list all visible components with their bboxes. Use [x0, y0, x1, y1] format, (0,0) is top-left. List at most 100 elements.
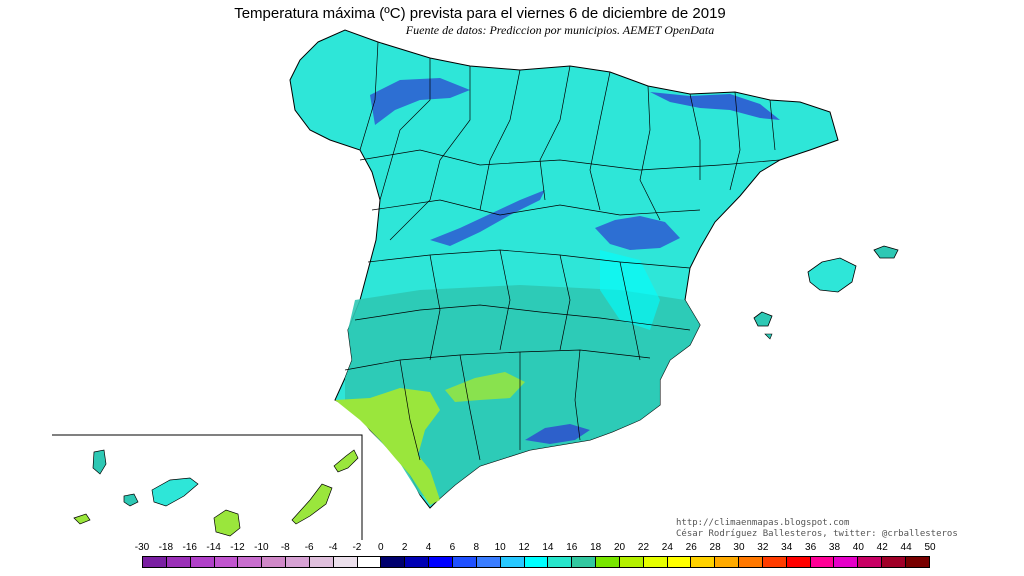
- legend-label: 44: [900, 542, 912, 553]
- legend-label: 16: [566, 542, 578, 553]
- cold-cantabrian-region: [370, 78, 470, 125]
- balearic-islands: [753, 245, 899, 340]
- province-borders: [344, 41, 781, 461]
- legend-swatch: [452, 557, 477, 567]
- legend-swatch: [214, 557, 239, 567]
- legend-label: -8: [280, 542, 290, 553]
- menorca: [873, 245, 899, 259]
- gran-canaria: [213, 509, 241, 537]
- legend-label: -18: [158, 542, 174, 553]
- legend-label: 22: [637, 542, 650, 553]
- legend-swatch: [667, 557, 692, 567]
- legend-label: 10: [494, 542, 506, 553]
- legend-label: 2: [401, 542, 408, 553]
- legend-label: 28: [709, 542, 721, 553]
- legend-swatch: [882, 557, 906, 567]
- legend-label: -2: [352, 542, 362, 553]
- legend-swatch: [906, 557, 929, 567]
- legend-label: 42: [876, 542, 888, 553]
- legend-label: -12: [230, 542, 245, 553]
- legend-swatch: [572, 557, 597, 567]
- legend-label: 8: [473, 542, 480, 553]
- lanzarote: [333, 449, 359, 473]
- cyan-east-region: [600, 250, 660, 330]
- cold-iberian-system-region: [595, 216, 680, 250]
- blog-link[interactable]: http://climaenmapas.blogspot.com: [676, 518, 850, 528]
- legend-swatch: [333, 557, 358, 567]
- legend-swatch: [858, 557, 883, 567]
- legend-label: 12: [518, 542, 530, 553]
- legend-swatch: [190, 557, 215, 567]
- legend-label: -14: [206, 542, 221, 553]
- legend-swatch: [691, 557, 716, 567]
- legend-swatch: [596, 557, 620, 567]
- legend-label: 38: [828, 542, 841, 553]
- legend-swatch: [238, 557, 263, 567]
- legend-label: 14: [542, 542, 554, 553]
- legend-label: 18: [590, 542, 602, 553]
- legend-label: -10: [254, 542, 269, 553]
- legend-label: 20: [614, 542, 626, 553]
- ibiza: [753, 311, 773, 327]
- legend-swatch: [524, 557, 549, 567]
- legend-label: 0: [378, 542, 384, 553]
- legend-swatch: [357, 557, 382, 567]
- color-legend-bar: [142, 556, 930, 568]
- legend-swatch: [715, 557, 740, 567]
- legend-label: 40: [852, 542, 864, 553]
- legend-swatch: [476, 557, 501, 567]
- legend-swatch: [166, 557, 191, 567]
- legend-label: 50: [924, 542, 936, 553]
- legend-swatch: [262, 557, 287, 567]
- el-hierro: [73, 513, 91, 525]
- legend-swatch: [381, 557, 406, 567]
- iberian-peninsula: [289, 29, 839, 509]
- fuerteventura: [291, 483, 333, 525]
- legend-swatch: [643, 557, 668, 567]
- map-title: Temperatura máxima (ºC) prevista para el…: [234, 5, 726, 22]
- warm-guadalquivir-region: [445, 372, 525, 402]
- mallorca: [807, 257, 857, 293]
- formentera: [764, 333, 773, 340]
- legend-swatch: [286, 557, 310, 567]
- legend-labels: -30 -18 -16 -14 -12 -10 -8 -6 -4 -2 0 2 4 6 8 10 12 14 16 1…: [0, 542, 1024, 554]
- tenerife: [151, 477, 199, 507]
- legend-swatch: [429, 557, 453, 567]
- author-credit: César Rodríguez Ballesteros, twitter: @c…: [676, 529, 958, 539]
- legend-swatch: [762, 557, 787, 567]
- cold-sierra-nevada-region: [525, 424, 590, 444]
- legend-label: 6: [449, 542, 456, 553]
- warm-southwest-region: [335, 388, 440, 505]
- legend-label: 30: [733, 542, 745, 553]
- legend-swatch: [143, 557, 167, 567]
- legend-swatch: [810, 557, 835, 567]
- legend-swatch: [739, 557, 763, 567]
- legend-label: -30: [134, 542, 150, 553]
- canary-inset-frame: [52, 434, 363, 540]
- cold-pyrenees-region: [650, 92, 780, 120]
- legend-label: 26: [685, 542, 697, 553]
- la-palma: [92, 449, 107, 475]
- legend-swatch: [786, 557, 811, 567]
- cold-central-system-region: [430, 190, 545, 246]
- la-gomera: [123, 493, 139, 507]
- legend-label: -16: [182, 542, 197, 553]
- map-subtitle: Fuente de datos: Prediccion por municipi…: [405, 23, 715, 37]
- legend-label: 36: [805, 542, 817, 553]
- legend-label: 4: [425, 542, 432, 553]
- credits: http://climaenmapas.blogspot.com César R…: [676, 518, 958, 540]
- legend-swatch: [834, 557, 859, 567]
- legend-swatch: [500, 557, 525, 567]
- legend-label: 34: [781, 542, 793, 553]
- legend-swatch: [619, 557, 644, 567]
- legend-label: -6: [304, 542, 314, 553]
- legend-label: 32: [757, 542, 769, 553]
- legend-swatch: [548, 557, 573, 567]
- legend-swatch: [309, 557, 334, 567]
- legend-label: 24: [661, 542, 673, 553]
- canary-islands: [73, 449, 359, 537]
- south-teal-region: [345, 285, 700, 500]
- legend-swatch: [405, 557, 430, 567]
- legend-label: -4: [328, 542, 338, 553]
